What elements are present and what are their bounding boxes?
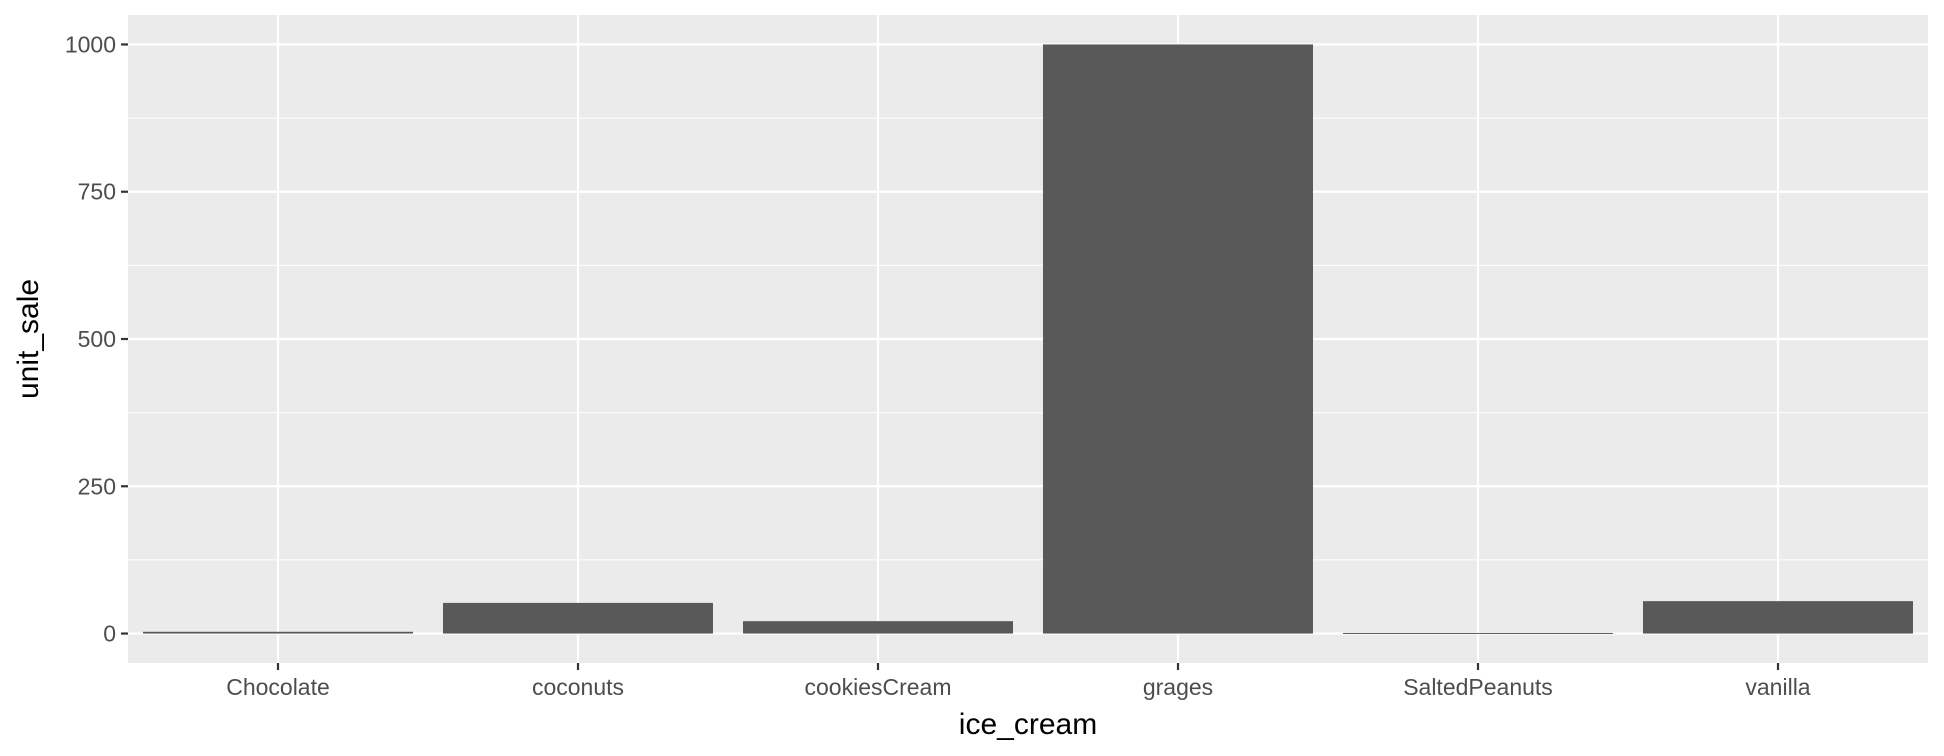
bar-SaltedPeanuts <box>1343 632 1613 634</box>
x-tick-label: coconuts <box>532 674 624 700</box>
minor-gridlines <box>128 117 1928 561</box>
x-tick-label: SaltedPeanuts <box>1403 674 1553 700</box>
major-gridlines <box>128 15 1928 663</box>
y-axis-title: unit_sale <box>12 279 45 399</box>
y-tick-label: 1000 <box>65 31 116 57</box>
y-axis-ticks: 0 250 500 750 1000 <box>65 31 128 647</box>
bar-vanilla <box>1643 601 1913 634</box>
y-tick-label: 250 <box>78 473 116 499</box>
bar-cookiesCream <box>743 621 1013 634</box>
y-tick-label: 0 <box>103 621 116 647</box>
x-axis-ticks: Chocolate coconuts cookiesCream grages Salte… <box>226 663 1811 700</box>
bar-Chocolate <box>143 631 413 634</box>
x-tick-label: Chocolate <box>226 674 330 700</box>
x-tick-label: cookiesCream <box>805 674 952 700</box>
bar-coconuts <box>443 602 713 634</box>
bars <box>143 44 1913 634</box>
x-axis-title: ice_cream <box>959 708 1097 741</box>
x-tick-label: grages <box>1143 674 1213 700</box>
bar-grages <box>1043 44 1313 634</box>
y-tick-label: 500 <box>78 326 116 352</box>
y-tick-label: 750 <box>78 179 116 205</box>
x-tick-label: vanilla <box>1745 674 1810 700</box>
